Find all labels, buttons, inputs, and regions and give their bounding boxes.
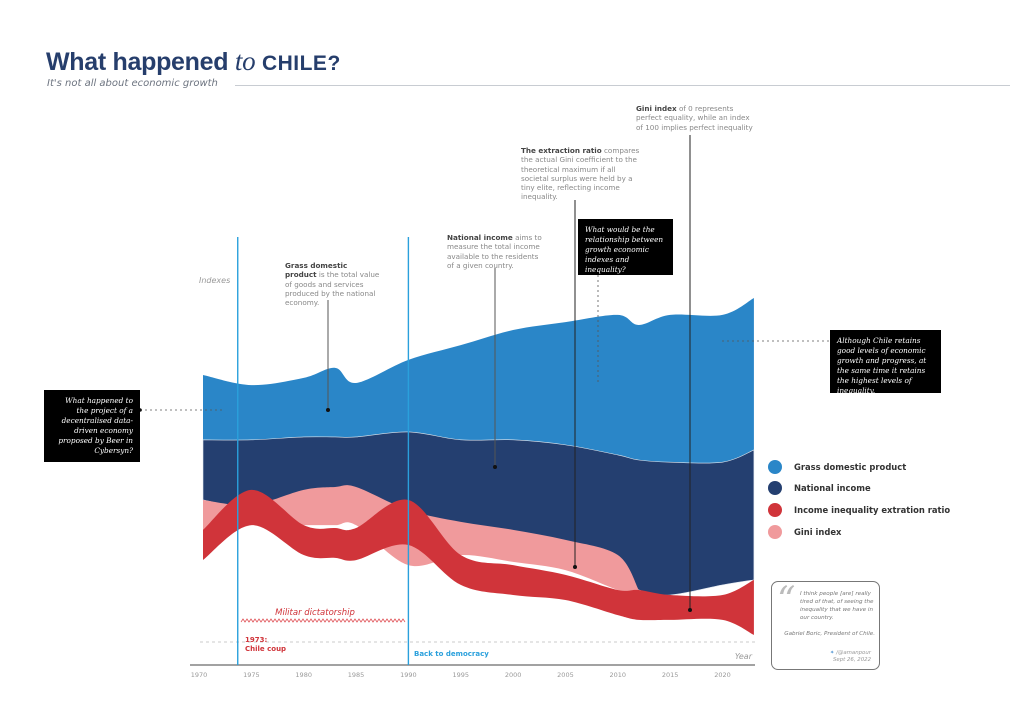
- legend-swatch: [768, 460, 782, 474]
- x-tick-label: 2000: [505, 671, 522, 679]
- annotation-text: aims to measure the total income availab…: [447, 233, 542, 270]
- legend-item-gini: Gini index: [768, 525, 841, 539]
- annotation-text: of 0 represents perfect equality, while …: [636, 104, 753, 132]
- quote-text: I think people [are] really tired of tha…: [800, 591, 874, 621]
- y-axis-label: Indexes: [199, 276, 230, 285]
- quote-handle: /@amanpour: [836, 650, 871, 656]
- annotation-title: Gini index: [636, 104, 677, 113]
- center-question-box: What would be the relationship between g…: [578, 219, 673, 275]
- annotation-title: The extraction ratio: [521, 146, 602, 155]
- x-tick-label: 2015: [662, 671, 679, 679]
- quote-author: Gabriel Boric, President of Chile.: [784, 631, 875, 637]
- page-subtitle: It's not all about economic growth: [47, 78, 218, 89]
- series-income-inequality-extration-ratio: [203, 489, 754, 635]
- annotation-dot: [326, 408, 330, 412]
- x-tick-label: 1975: [243, 671, 260, 679]
- x-tick-label: 1970: [191, 671, 208, 679]
- quote-mark-icon: “: [777, 580, 796, 621]
- left-question-box: What happened to the project of a decent…: [44, 390, 140, 462]
- annotation-text: is the total value of goods and services…: [285, 270, 380, 308]
- legend-label: National income: [794, 483, 871, 493]
- quote-source: ✦ /@amanpour Sept 26, 2022: [830, 650, 871, 664]
- x-axis-label: Year: [735, 652, 753, 661]
- dictatorship-zigzag: [240, 618, 406, 623]
- quote-date: Sept 26, 2022: [833, 657, 871, 663]
- legend-swatch: [768, 481, 782, 495]
- x-tick-label: 1985: [348, 671, 365, 679]
- legend-swatch: [768, 525, 782, 539]
- extraction-annotation: The extraction ratio compares the actual…: [521, 146, 641, 202]
- x-tick-label: 2020: [714, 671, 731, 679]
- x-tick-label: 2005: [557, 671, 574, 679]
- annotation-dot: [688, 608, 692, 612]
- title-part: to: [234, 46, 256, 76]
- right-note-box: Although Chile retains good levels of ec…: [830, 330, 941, 395]
- legend-item-gdp: Grass domestic product: [768, 460, 906, 474]
- coup-label: 1973: Chile coup: [245, 636, 287, 653]
- title-part: What happened: [46, 48, 229, 76]
- title-part: CHILE?: [261, 52, 341, 75]
- x-tick-label: 2010: [610, 671, 627, 679]
- x-tick-label: 1995: [452, 671, 469, 679]
- annotation-dot: [573, 565, 577, 569]
- gdp-annotation: Grass domestic product is the total valu…: [285, 261, 380, 307]
- page-title: What happened to CHILE?: [46, 46, 341, 77]
- legend-item-national-income: National income: [768, 481, 871, 495]
- twitter-icon: ✦: [829, 650, 835, 656]
- legend-swatch: [768, 503, 782, 517]
- national-income-annotation: National income aims to measure the tota…: [447, 233, 545, 270]
- gini-annotation: Gini index of 0 represents perfect equal…: [636, 104, 754, 132]
- quote-card: “ I think people [are] really tired of t…: [771, 580, 880, 670]
- annotation-title: Grass domestic product: [285, 261, 348, 280]
- legend-label: Grass domestic product: [794, 462, 907, 472]
- democracy-label: Back to democracy: [414, 650, 489, 658]
- legend-label: Income inequality extration ratio: [794, 505, 951, 515]
- series-grass-domestic-product: [203, 298, 754, 464]
- legend-label: Gini index: [794, 527, 842, 537]
- x-tick-label: 1980: [295, 671, 312, 679]
- x-tick-label: 1990: [400, 671, 417, 679]
- dictatorship-label: Militar dictatorship: [275, 608, 355, 618]
- legend-item-extraction: Income inequality extration ratio: [768, 503, 950, 517]
- divider: [235, 85, 1010, 86]
- annotation-dot: [493, 465, 497, 469]
- annotation-title: National income: [447, 233, 513, 242]
- annotation-text: compares the actual Gini coefficient to …: [521, 146, 640, 202]
